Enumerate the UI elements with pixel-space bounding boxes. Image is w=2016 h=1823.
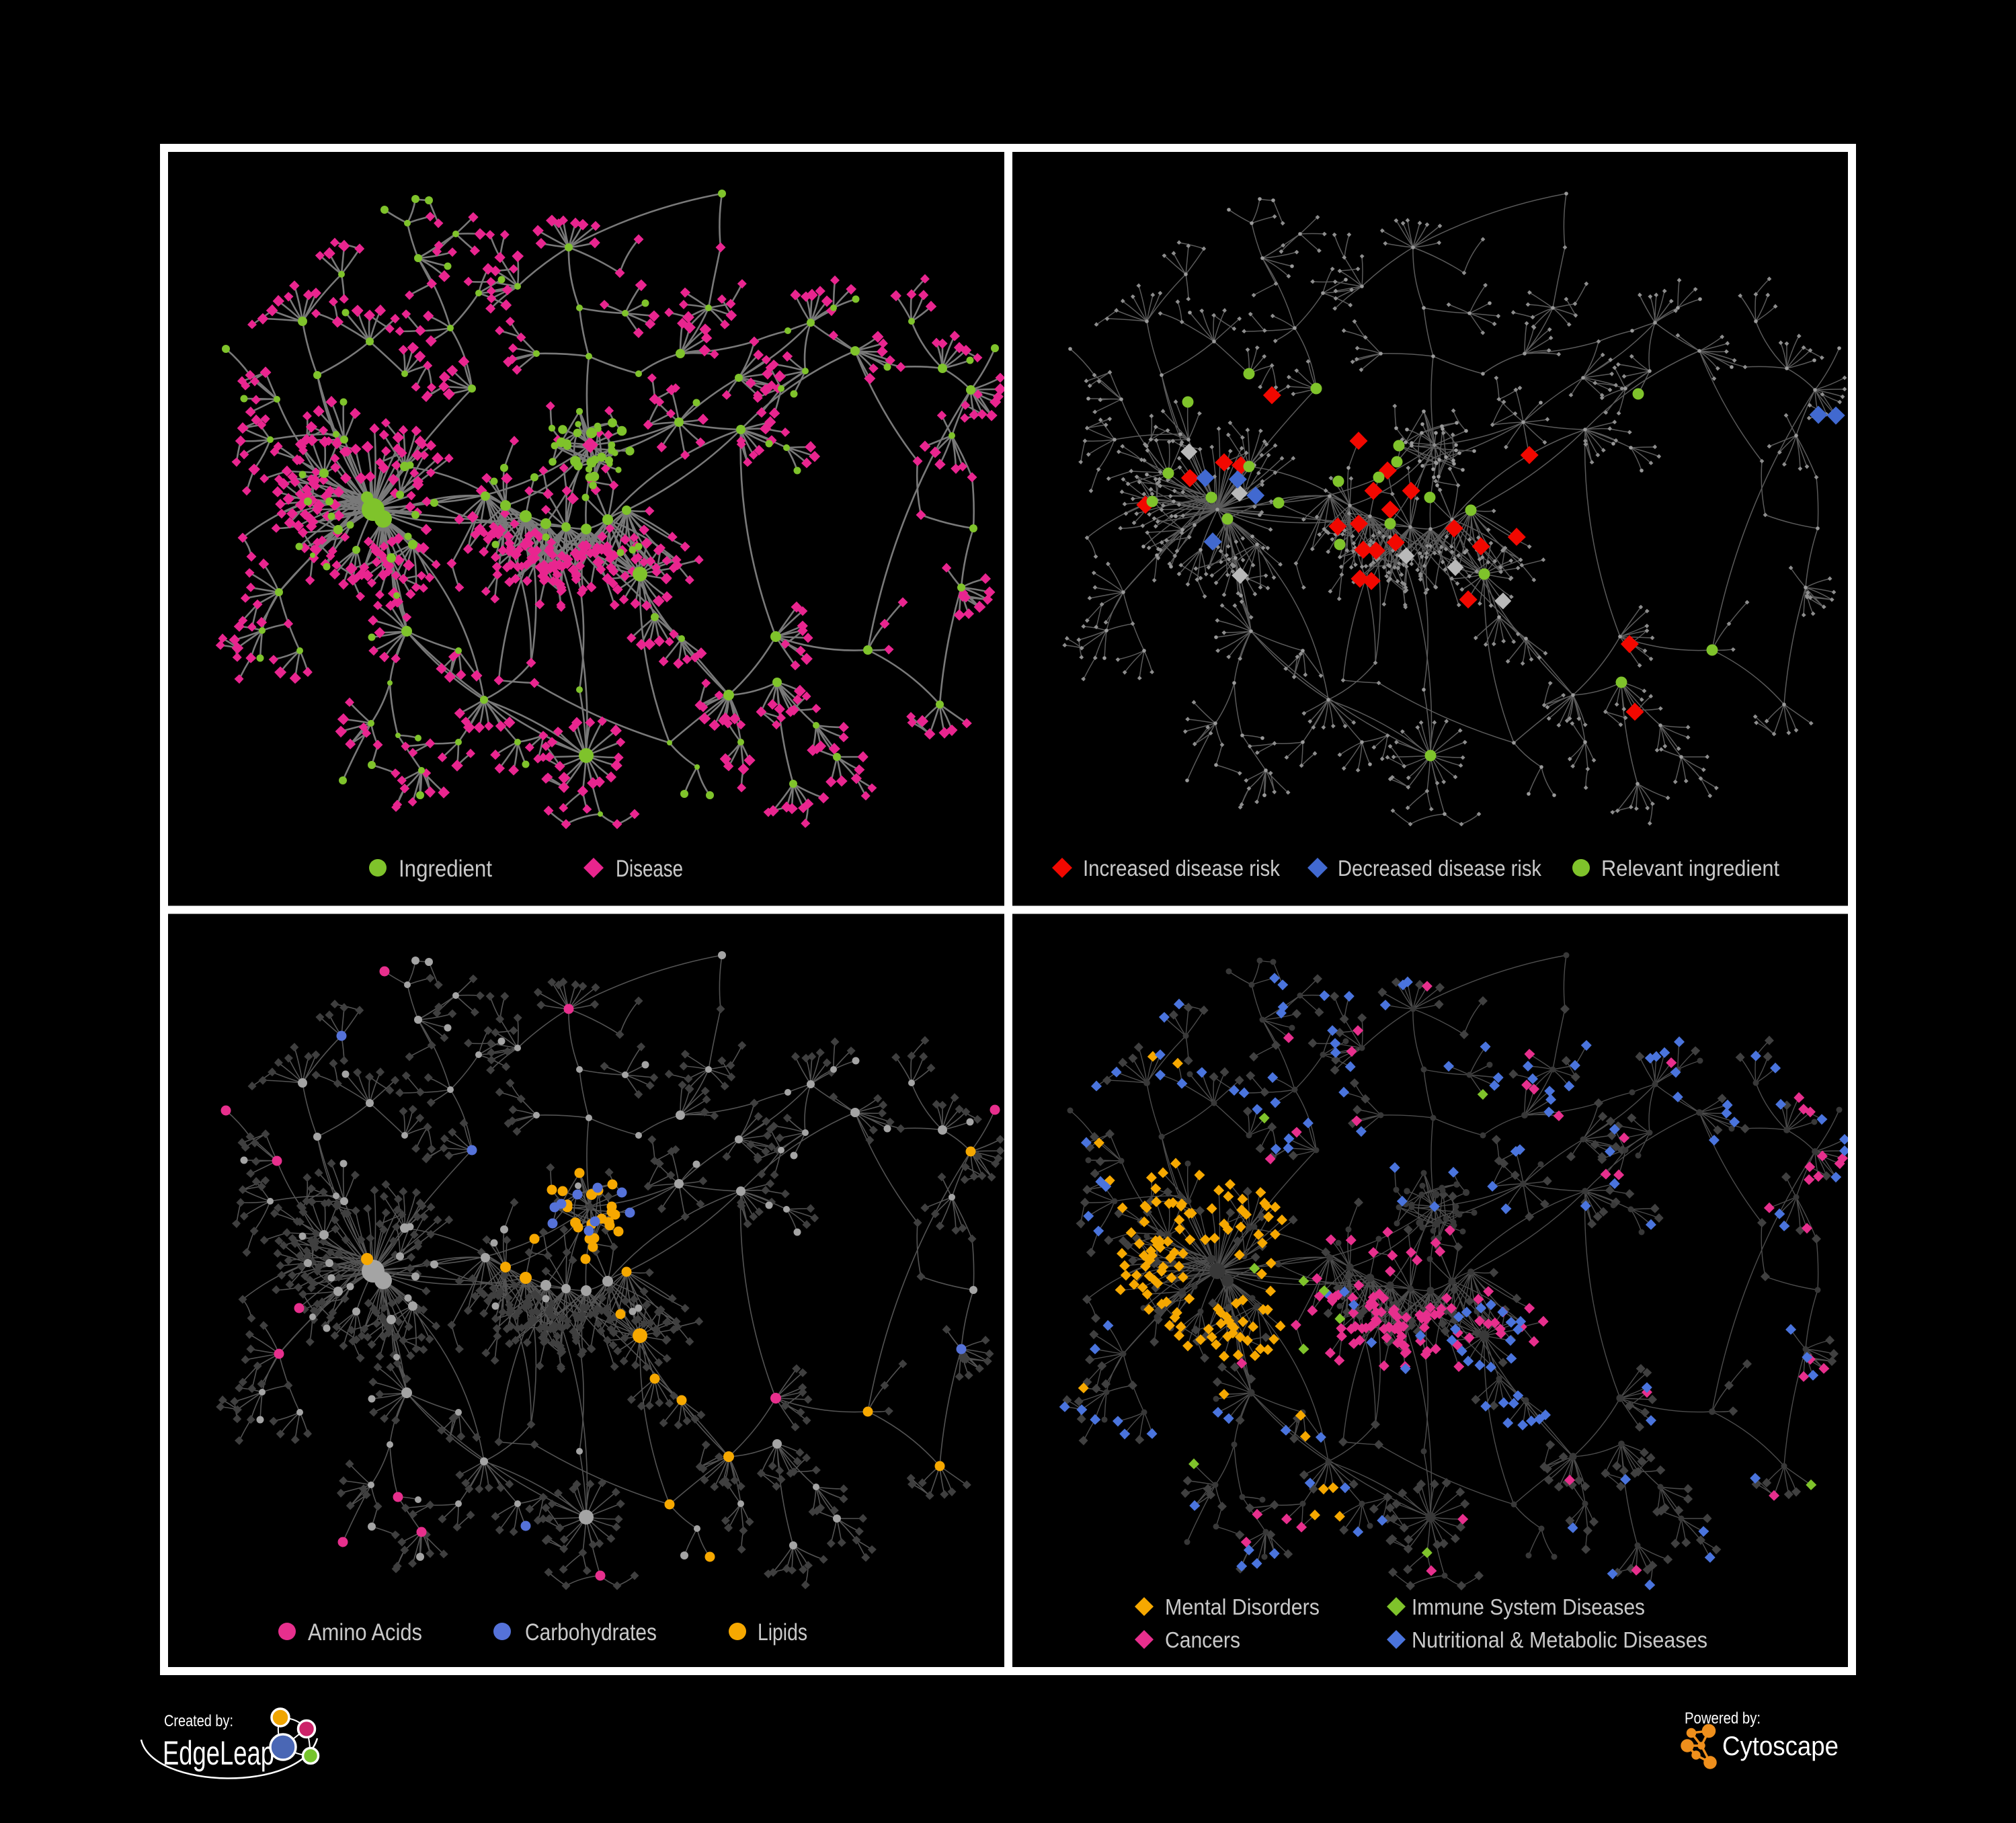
svg-text:Immune System Diseases: Immune System Diseases: [1412, 1594, 1645, 1619]
svg-text:Nutritional & Metabolic Diseas: Nutritional & Metabolic Diseases: [1412, 1627, 1707, 1652]
svg-text:Cytoscape: Cytoscape: [1722, 1732, 1839, 1761]
svg-text:Carbohydrates: Carbohydrates: [525, 1619, 657, 1646]
svg-text:Created by:: Created by:: [164, 1712, 233, 1730]
svg-text:Mental Disorders: Mental Disorders: [1165, 1594, 1320, 1619]
svg-text:Cancers: Cancers: [1165, 1627, 1240, 1652]
svg-text:Powered by:: Powered by:: [1685, 1709, 1761, 1728]
svg-text:Disease: Disease: [616, 856, 683, 882]
svg-text:Relevant ingredient: Relevant ingredient: [1601, 856, 1779, 881]
svg-text:Amino Acids: Amino Acids: [308, 1619, 422, 1646]
svg-text:EdgeLeap: EdgeLeap: [163, 1734, 274, 1772]
svg-text:Increased disease risk: Increased disease risk: [1083, 856, 1280, 881]
svg-text:Lipids: Lipids: [758, 1619, 807, 1646]
svg-text:Ingredient: Ingredient: [399, 856, 492, 882]
svg-text:Decreased disease risk: Decreased disease risk: [1338, 856, 1541, 881]
